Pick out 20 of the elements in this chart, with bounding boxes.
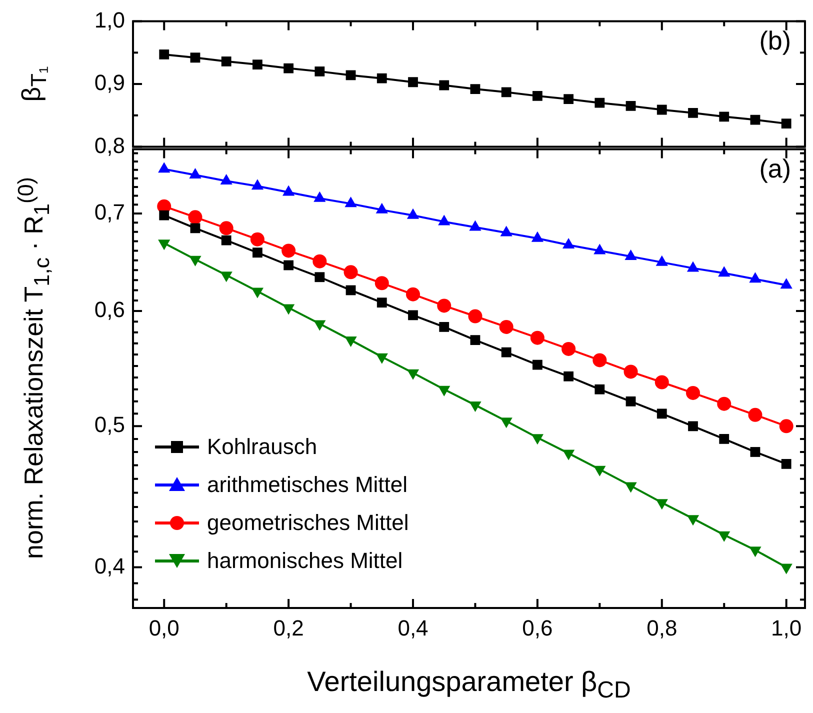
- legend-label: Kohlrausch: [207, 434, 318, 460]
- x-tick-label: 0,4: [398, 615, 428, 640]
- x-tick-label: 0,6: [522, 615, 553, 640]
- y-tick-label: 0,4: [94, 553, 125, 578]
- annotation: (b): [759, 25, 791, 56]
- x-tick-label: 0,8: [646, 615, 678, 640]
- x-tick-label: 0,2: [273, 615, 304, 640]
- legend-label: arithmetisches Mittel: [207, 472, 408, 498]
- x-tick-label: 0,0: [148, 615, 180, 640]
- x-tick-label: 1,0: [771, 615, 802, 640]
- legend-label: harmonisches Mittel: [207, 548, 403, 574]
- y-tick-label: 0,9: [94, 70, 125, 96]
- y-tick-label: 1,0: [94, 7, 125, 32]
- y-tick-label: 0,8: [94, 132, 125, 158]
- annotation: (a): [759, 153, 791, 184]
- y-tick-label: 0,6: [94, 297, 125, 322]
- legend-label: geometrisches Mittel: [207, 510, 409, 536]
- y-tick-label: 0,5: [94, 412, 125, 438]
- y-tick-label: 0,7: [94, 200, 125, 225]
- x-axis-title: Verteilungsparameter β$_{CD}$: [307, 666, 631, 704]
